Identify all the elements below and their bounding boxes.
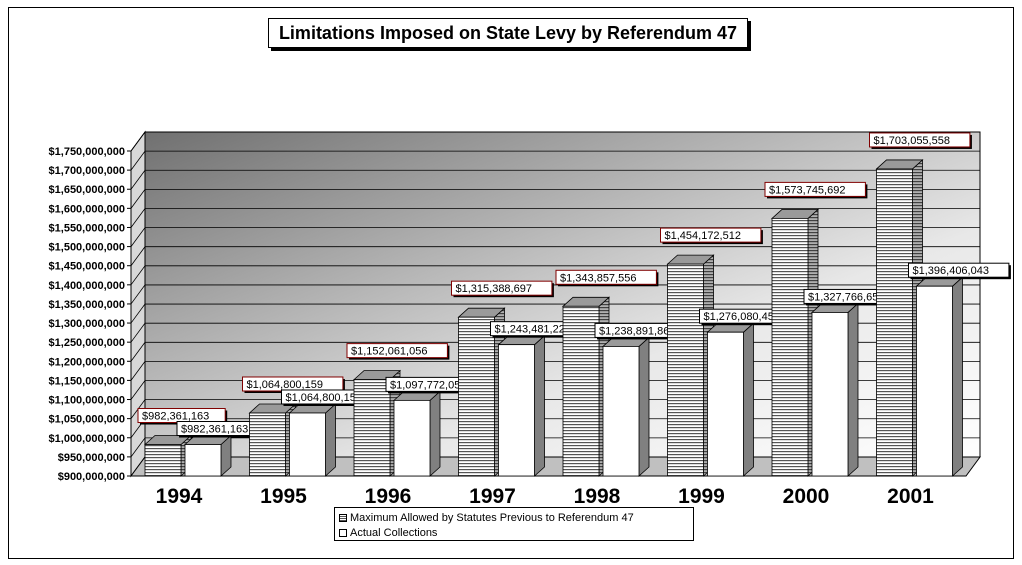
svg-text:$1,454,172,512: $1,454,172,512 <box>665 230 741 242</box>
svg-text:$1,343,857,556: $1,343,857,556 <box>560 272 636 284</box>
data-label-maximum-1999: $1,454,172,512 <box>660 227 763 245</box>
svg-text:$1,152,061,056: $1,152,061,056 <box>351 346 427 358</box>
bar-actual-1994 <box>183 434 233 477</box>
data-label-maximum-1998: $1,343,857,556 <box>555 269 659 287</box>
chart-legend: Maximum Allowed by Statutes Previous to … <box>334 507 694 541</box>
y-tick-label: $1,700,000,000 <box>49 165 125 177</box>
bar-maximum-1999 <box>666 254 715 477</box>
gridline <box>130 150 980 171</box>
legend-item-maximum: Maximum Allowed by Statutes Previous to … <box>339 510 693 525</box>
y-tick-label: $950,000,000 <box>58 452 125 464</box>
legend-label-maximum: Maximum Allowed by Statutes Previous to … <box>350 511 634 524</box>
y-tick-label: $1,100,000,000 <box>49 395 125 407</box>
legend-swatch-maximum <box>339 513 347 522</box>
x-tick-label-1996: 1996 <box>365 485 412 508</box>
svg-text:$1,097,772,058: $1,097,772,058 <box>390 379 466 391</box>
bar-maximum-2001 <box>875 159 924 477</box>
x-tick-label-1995: 1995 <box>260 485 307 508</box>
data-label-maximum-1994: $982,361,163 <box>137 408 228 425</box>
bar-actual-2001 <box>915 276 964 477</box>
bar-maximum-2000 <box>770 208 820 477</box>
gridline <box>130 169 980 190</box>
x-tick-label-1997: 1997 <box>469 485 516 508</box>
chart-title-text: Limitations Imposed on State Levy by Ref… <box>278 22 738 43</box>
y-tick-label: $1,750,000,000 <box>49 146 125 158</box>
svg-text:$1,276,080,450: $1,276,080,450 <box>704 311 780 323</box>
bar-actual-1998 <box>601 336 651 477</box>
svg-text:$1,327,766,651: $1,327,766,651 <box>808 291 884 303</box>
gridline <box>130 131 980 152</box>
y-tick-label: $1,300,000,000 <box>49 318 125 330</box>
gridline <box>130 227 980 247</box>
y-tick-label: $1,600,000,000 <box>49 203 125 215</box>
svg-text:$982,361,163: $982,361,163 <box>181 424 248 436</box>
x-tick-label-2001: 2001 <box>887 485 934 508</box>
y-tick-label: $1,000,000,000 <box>49 433 125 445</box>
x-tick-label-1998: 1998 <box>574 485 621 508</box>
svg-text:$982,361,163: $982,361,163 <box>142 411 209 423</box>
data-label-maximum-1997: $1,315,388,697 <box>451 280 554 298</box>
y-tick-label: $1,500,000,000 <box>49 242 125 254</box>
y-tick-label: $1,550,000,000 <box>49 222 125 234</box>
bar-actual-2000 <box>810 302 860 477</box>
data-label-maximum-2001: $1,703,055,558 <box>869 132 972 149</box>
svg-text:$1,573,745,692: $1,573,745,692 <box>769 184 845 196</box>
y-tick-label: $1,200,000,000 <box>49 356 125 368</box>
y-tick-label: $900,000,000 <box>58 471 125 483</box>
y-tick-label: $1,450,000,000 <box>49 261 125 273</box>
svg-text:$1,064,800,159: $1,064,800,159 <box>247 379 323 391</box>
data-label-actual-1994: $982,361,163 <box>176 421 267 438</box>
legend-swatch-actual <box>339 528 347 537</box>
legend-label-actual: Actual Collections <box>350 526 438 539</box>
bar-maximum-1995 <box>248 403 297 477</box>
data-label-maximum-2000: $1,573,745,692 <box>764 181 868 199</box>
svg-text:$1,703,055,558: $1,703,055,558 <box>874 135 950 147</box>
y-tick-label: $1,050,000,000 <box>49 414 125 426</box>
bar-actual-1996 <box>392 390 442 477</box>
svg-text:$1,064,800,159: $1,064,800,159 <box>286 392 362 404</box>
x-tick-label-1999: 1999 <box>678 485 725 508</box>
bar-actual-1999 <box>706 322 755 477</box>
x-tick-label-2000: 2000 <box>783 485 830 508</box>
svg-text:$1,315,388,697: $1,315,388,697 <box>456 283 532 295</box>
y-tick-label: $1,400,000,000 <box>49 280 125 292</box>
svg-text:$1,396,406,043: $1,396,406,043 <box>913 265 989 277</box>
gridline <box>130 246 980 266</box>
y-tick-label: $1,150,000,000 <box>49 375 125 387</box>
x-tick-label-1994: 1994 <box>156 485 203 508</box>
bar-actual-1997 <box>497 334 546 477</box>
legend-item-actual: Actual Collections <box>339 525 693 540</box>
data-label-actual-2001: $1,396,406,043 <box>908 262 1011 280</box>
y-tick-label: $1,650,000,000 <box>49 184 125 196</box>
bar-maximum-1994 <box>143 434 193 477</box>
svg-text:$1,238,891,865: $1,238,891,865 <box>599 325 675 337</box>
bar-actual-1995 <box>288 403 337 477</box>
gridline <box>130 188 980 209</box>
chart-title: Limitations Imposed on State Levy by Ref… <box>268 18 748 48</box>
svg-text:$1,243,481,223: $1,243,481,223 <box>495 324 571 336</box>
y-tick-label: $1,350,000,000 <box>49 299 125 311</box>
data-label-maximum-1996: $1,152,061,056 <box>346 343 450 360</box>
gridline <box>130 208 980 228</box>
y-tick-label: $1,250,000,000 <box>49 337 125 349</box>
